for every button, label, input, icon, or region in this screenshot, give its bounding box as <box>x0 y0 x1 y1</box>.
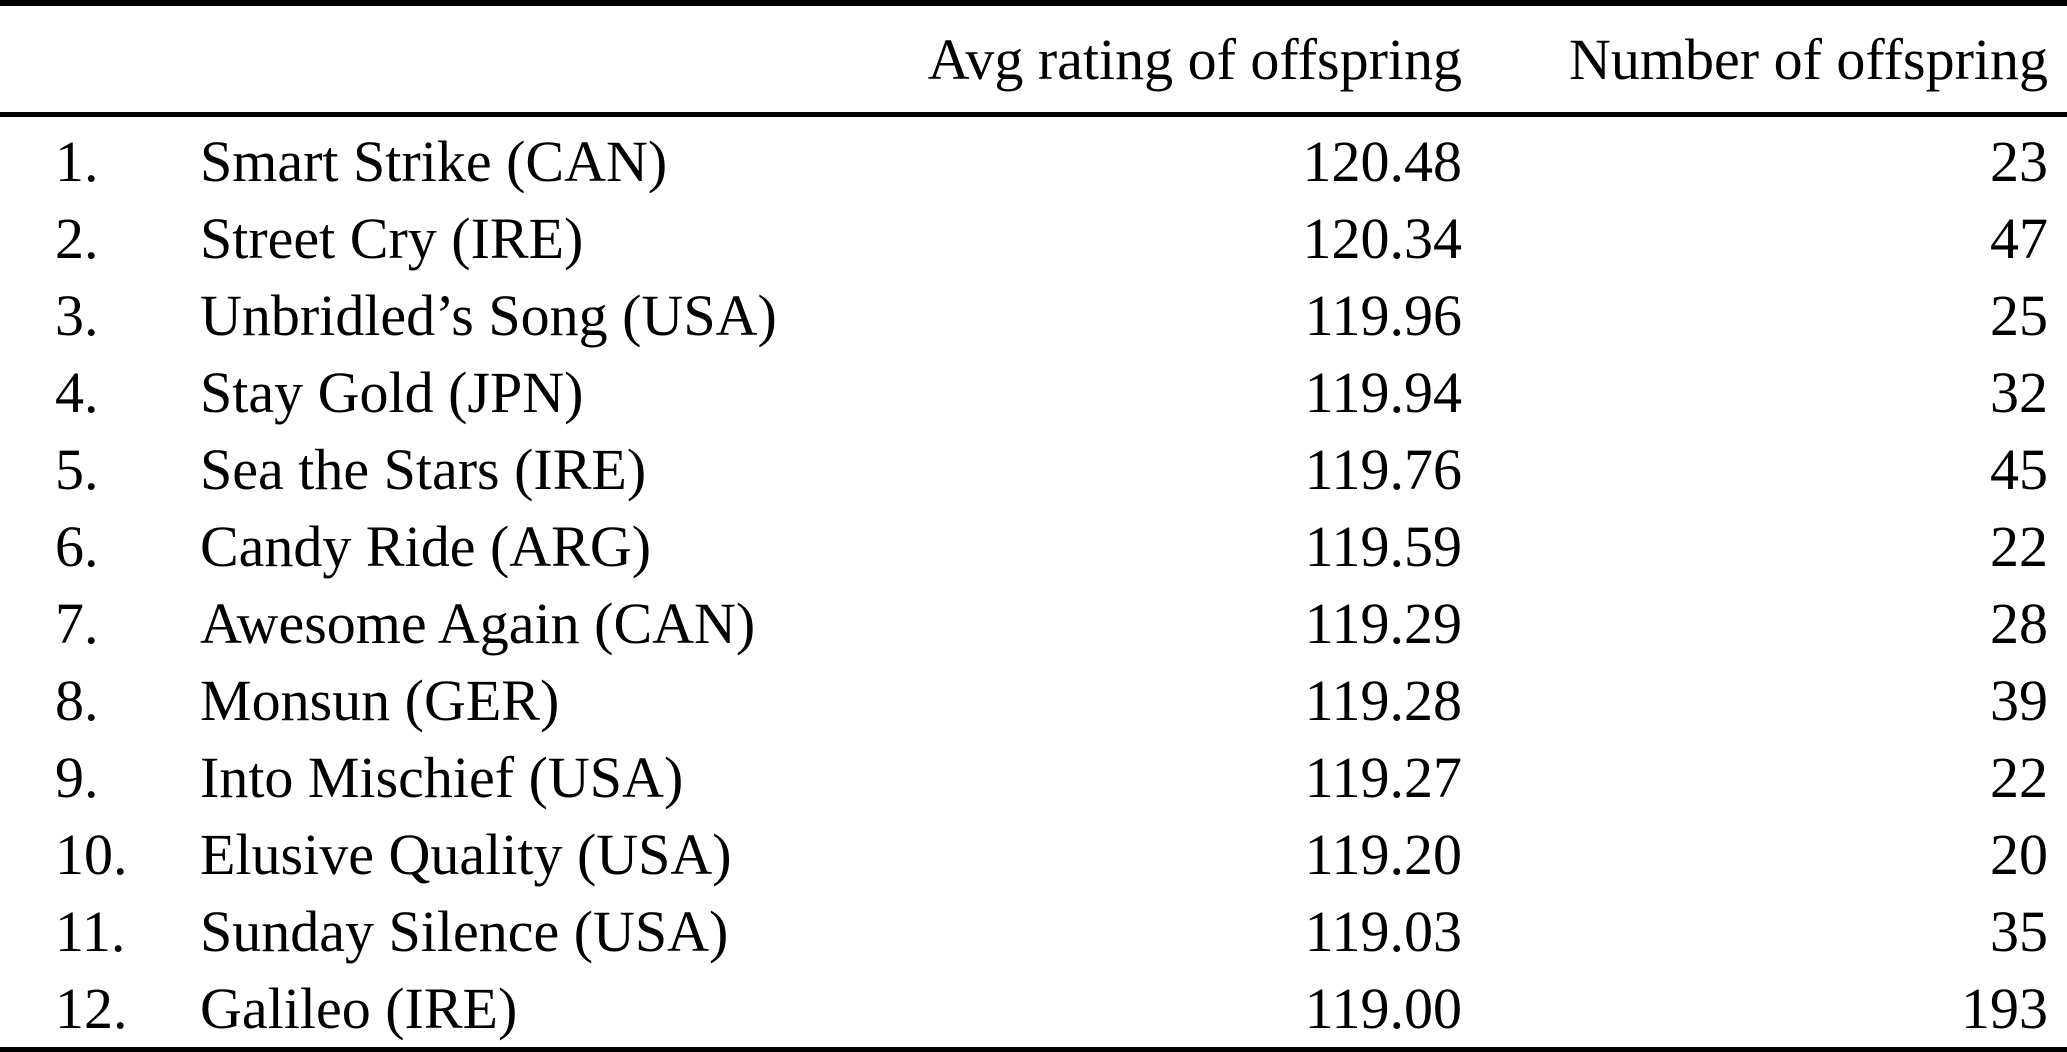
header-rank-spacer <box>0 3 200 117</box>
row-sire-name: Elusive Quality (USA) <box>200 822 732 887</box>
row-avg-rating: 119.28 <box>1304 668 1462 733</box>
table-row: 9. Into Mischief (USA) 119.27 22 <box>0 739 2067 816</box>
row-sire-name: Street Cry (IRE) <box>200 206 584 271</box>
row-num-offspring: 35 <box>1990 899 2048 964</box>
header-row: Avg rating of offspring Number of offspr… <box>0 3 2067 117</box>
row-avg-rating: 119.00 <box>1304 976 1462 1041</box>
row-avg-rating: 119.59 <box>1304 514 1462 579</box>
row-avg-rating: 119.03 <box>1304 899 1462 964</box>
table-row: 6. Candy Ride (ARG) 119.59 22 <box>0 508 2067 585</box>
row-num-offspring: 32 <box>1990 360 2048 425</box>
row-rank-number: 3. <box>55 283 99 348</box>
row-num-offspring: 22 <box>1990 745 2048 810</box>
row-rank-number: 10. <box>55 822 128 887</box>
row-num-offspring: 39 <box>1990 668 2048 733</box>
row-num-offspring: 193 <box>1961 976 2048 1041</box>
row-rank-number: 2. <box>55 206 99 271</box>
row-sire-name: Sea the Stars (IRE) <box>200 437 647 502</box>
header-name-spacer <box>200 3 890 117</box>
row-num-offspring: 47 <box>1990 206 2048 271</box>
row-avg-rating: 119.76 <box>1304 437 1462 502</box>
header-avg-rating: Avg rating of offspring <box>890 3 1462 117</box>
table-row: 12. Galileo (IRE) 119.00 193 <box>0 970 2067 1050</box>
header-number-of-offspring: Number of offspring <box>1462 3 2067 117</box>
row-avg-rating: 119.29 <box>1304 591 1462 656</box>
row-sire-name: Stay Gold (JPN) <box>200 360 584 425</box>
row-avg-rating: 119.96 <box>1304 283 1462 348</box>
row-sire-name: Awesome Again (CAN) <box>200 591 756 656</box>
row-sire-name: Candy Ride (ARG) <box>200 514 652 579</box>
row-num-offspring: 45 <box>1990 437 2048 502</box>
row-rank-number: 1. <box>55 129 99 194</box>
row-rank-number: 5. <box>55 437 99 502</box>
row-num-offspring: 20 <box>1990 822 2048 887</box>
table-row: 2. Street Cry (IRE) 120.34 47 <box>0 200 2067 277</box>
row-sire-name: Unbridled’s Song (USA) <box>200 283 777 348</box>
row-rank-number: 9. <box>55 745 99 810</box>
table-row: 1. Smart Strike (CAN) 120.48 23 <box>0 115 2067 201</box>
table-row: 4. Stay Gold (JPN) 119.94 32 <box>0 354 2067 431</box>
row-sire-name: Into Mischief (USA) <box>200 745 684 810</box>
table-row: 8. Monsun (GER) 119.28 39 <box>0 662 2067 739</box>
row-rank-number: 7. <box>55 591 99 656</box>
row-sire-name: Smart Strike (CAN) <box>200 129 668 194</box>
table-header: Avg rating of offspring Number of offspr… <box>0 3 2067 117</box>
table-row: 10. Elusive Quality (USA) 119.20 20 <box>0 816 2067 893</box>
table-row: 7. Awesome Again (CAN) 119.29 28 <box>0 585 2067 662</box>
row-sire-name: Sunday Silence (USA) <box>200 899 729 964</box>
table-row: 5. Sea the Stars (IRE) 119.76 45 <box>0 431 2067 508</box>
row-avg-rating: 119.94 <box>1304 360 1462 425</box>
table-body: 1. Smart Strike (CAN) 120.48 23 2. Stree… <box>0 115 2067 1051</box>
row-avg-rating: 119.27 <box>1304 745 1462 810</box>
row-num-offspring: 22 <box>1990 514 2048 579</box>
table-row: 3. Unbridled’s Song (USA) 119.96 25 <box>0 277 2067 354</box>
row-sire-name: Monsun (GER) <box>200 668 560 733</box>
row-rank-number: 12. <box>55 976 128 1041</box>
row-avg-rating: 119.20 <box>1304 822 1462 887</box>
row-avg-rating: 120.34 <box>1302 206 1463 271</box>
row-avg-rating: 120.48 <box>1302 129 1463 194</box>
row-num-offspring: 28 <box>1990 591 2048 656</box>
row-rank-number: 11. <box>55 899 126 964</box>
table-row: 11. Sunday Silence (USA) 119.03 35 <box>0 893 2067 970</box>
row-rank-number: 4. <box>55 360 99 425</box>
row-rank-number: 8. <box>55 668 99 733</box>
row-rank-number: 6. <box>55 514 99 579</box>
row-num-offspring: 23 <box>1990 129 2048 194</box>
row-sire-name: Galileo (IRE) <box>200 976 518 1041</box>
row-num-offspring: 25 <box>1990 283 2048 348</box>
